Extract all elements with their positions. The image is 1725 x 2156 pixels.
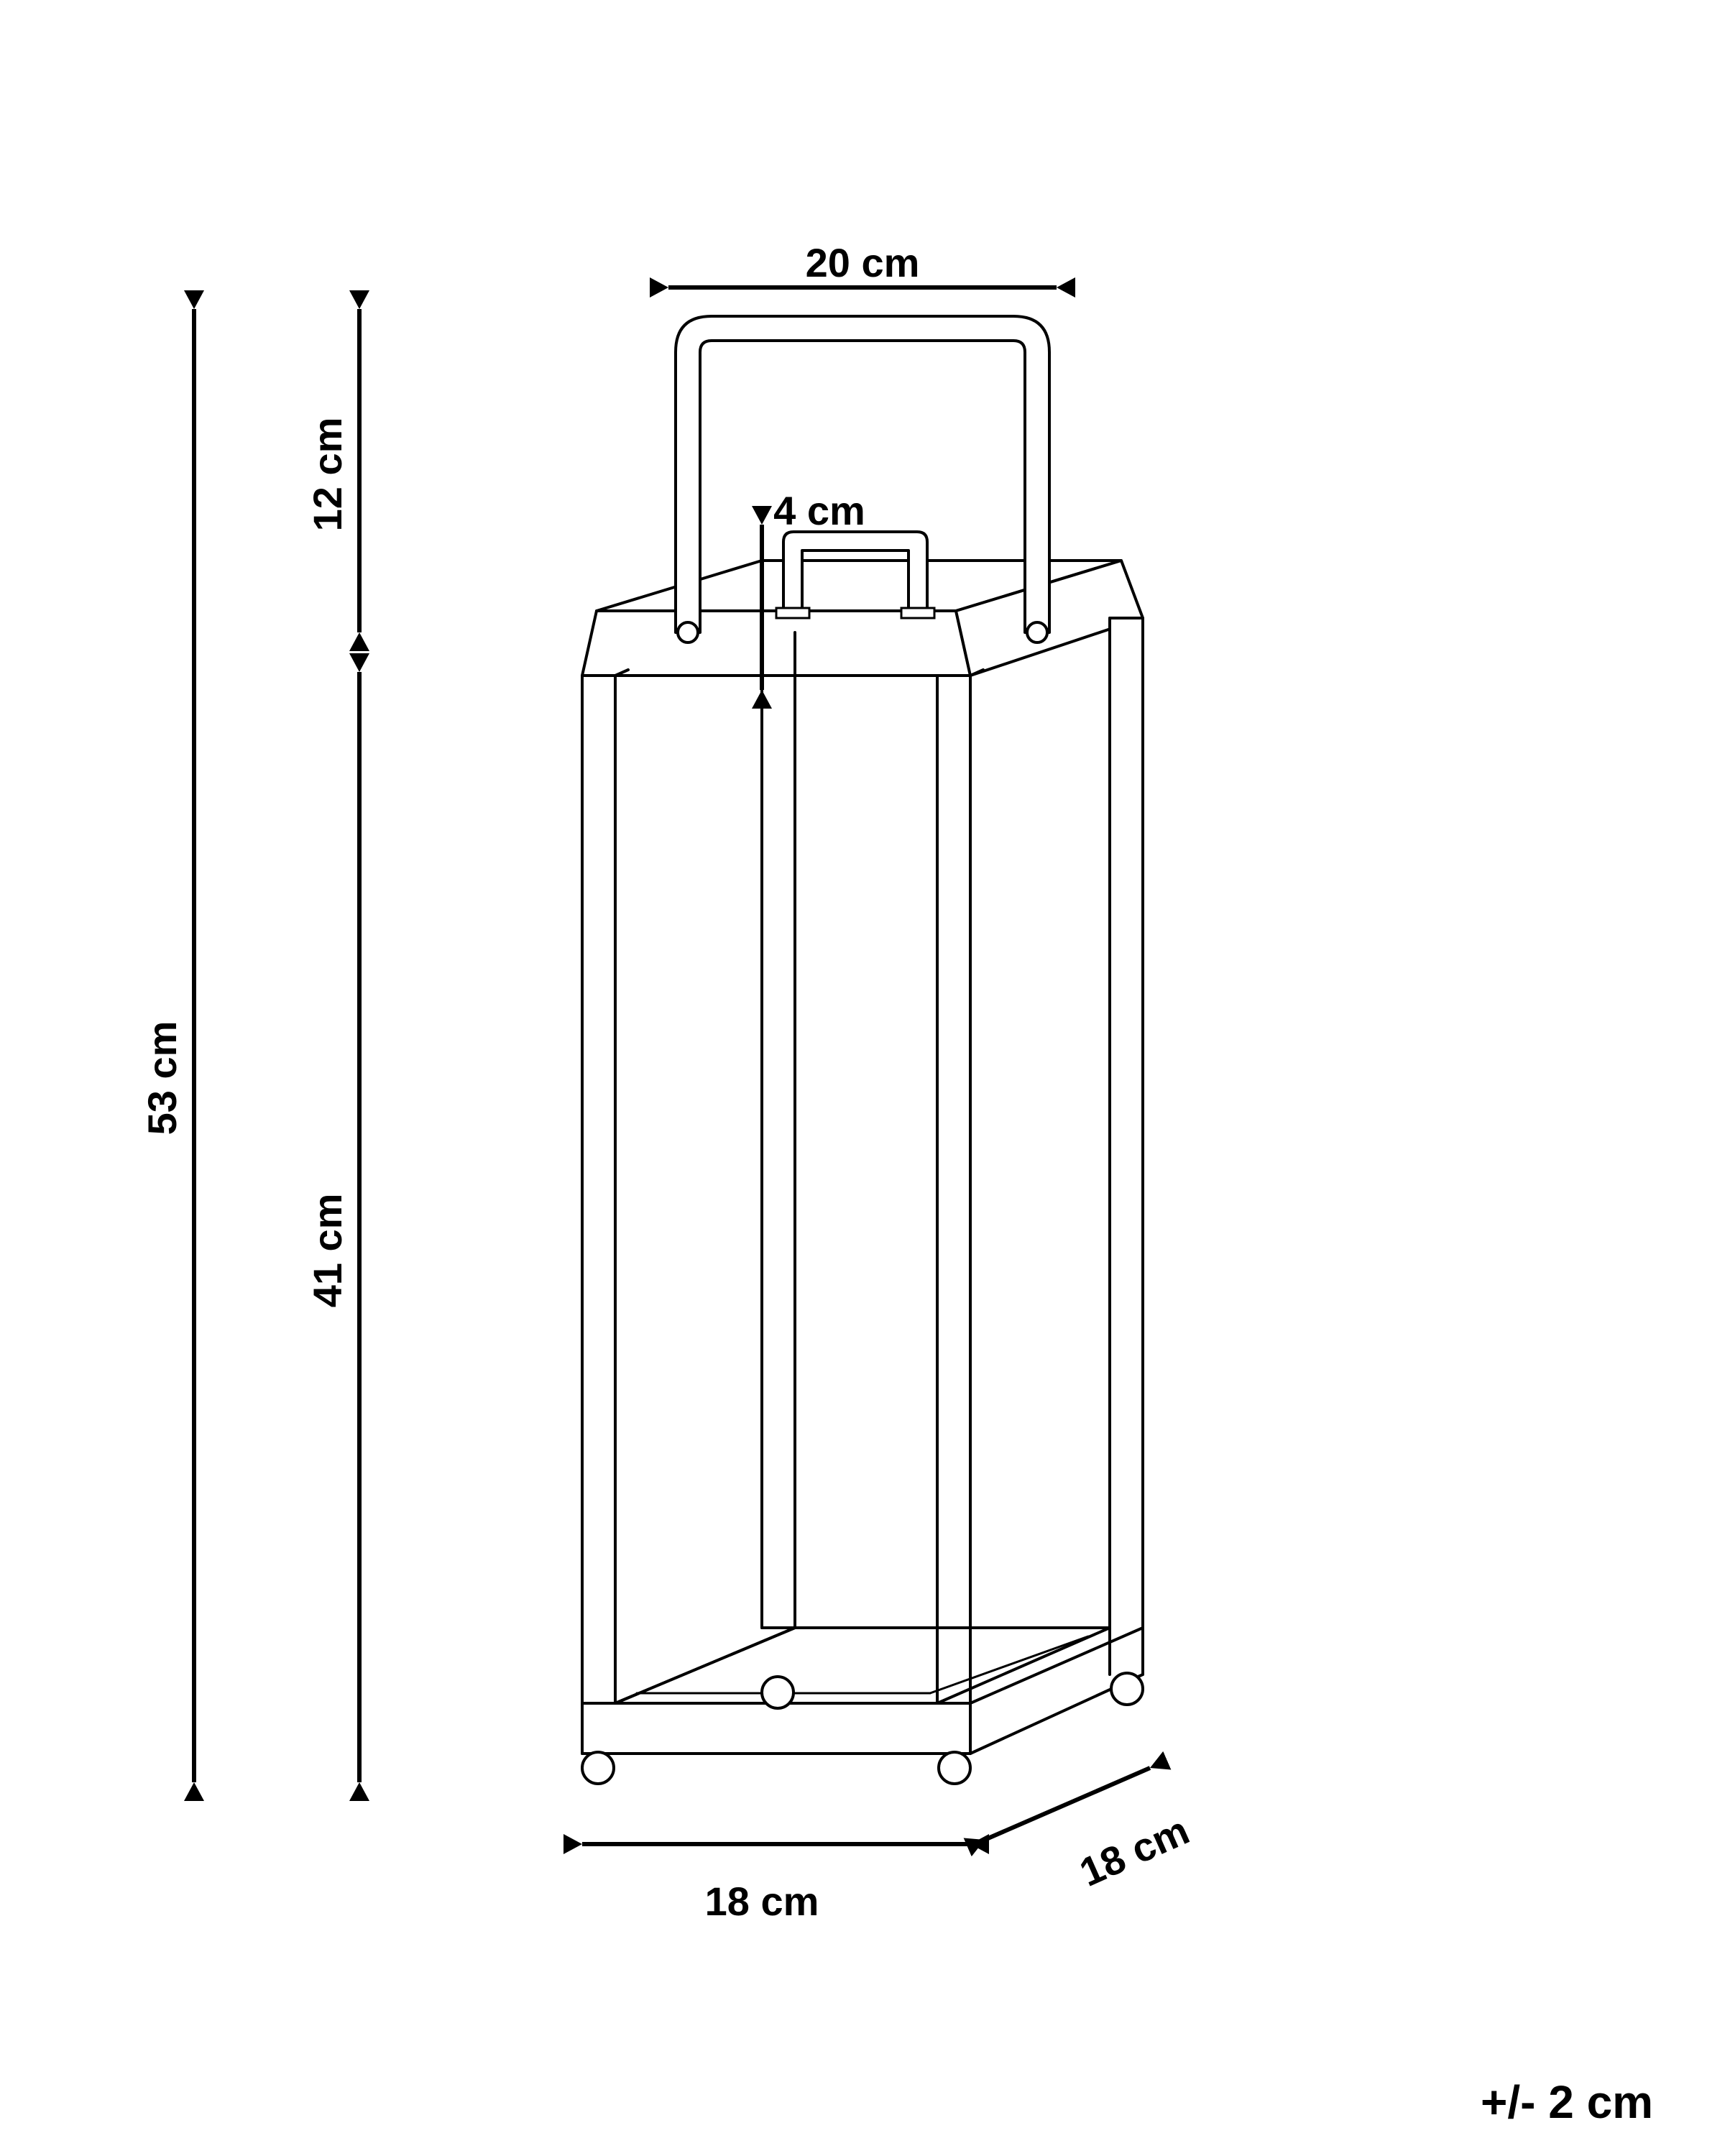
- svg-text:18 cm: 18 cm: [705, 1879, 819, 1924]
- svg-text:53 cm: 53 cm: [139, 1021, 185, 1135]
- svg-text:4 cm: 4 cm: [773, 488, 865, 533]
- svg-text:12 cm: 12 cm: [305, 418, 350, 532]
- svg-text:41 cm: 41 cm: [305, 1194, 350, 1308]
- lantern-drawing: [582, 316, 1143, 1784]
- svg-text:20 cm: 20 cm: [806, 240, 920, 285]
- svg-text:18 cm: 18 cm: [1073, 1807, 1196, 1895]
- svg-text:+/- 2 cm: +/- 2 cm: [1481, 2076, 1653, 2128]
